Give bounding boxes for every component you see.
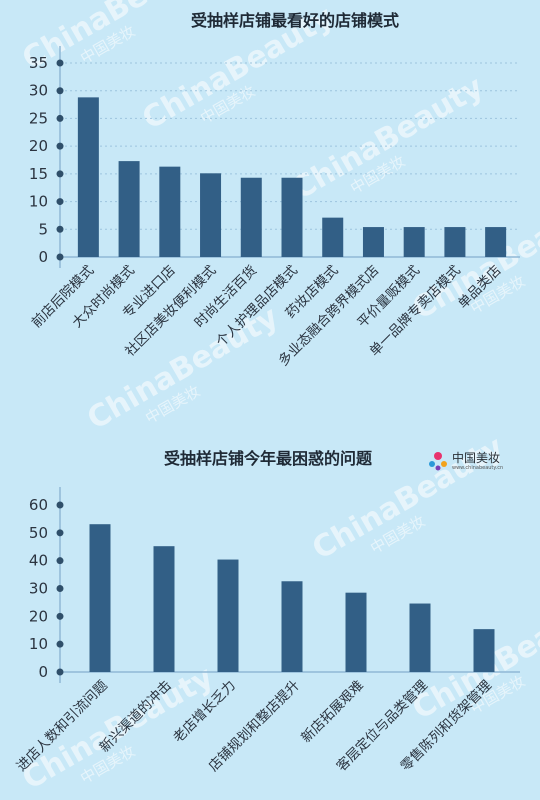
- logo-mark: [441, 461, 447, 467]
- y-tick-label: 20: [29, 137, 48, 155]
- y-tick-dot: [56, 142, 64, 150]
- logo-mark: [429, 461, 435, 467]
- y-tick-label: 35: [29, 54, 48, 72]
- y-tick-dot: [56, 501, 64, 509]
- y-tick-label: 40: [29, 552, 48, 570]
- brand-logo: 中国美妆 www.chinabeauty.cn: [429, 450, 503, 471]
- bar: [409, 603, 431, 672]
- chart-2-y-ticks: 0 10 20 30 40 50 60: [29, 496, 64, 681]
- bar: [200, 173, 222, 257]
- y-tick-dot: [56, 253, 64, 261]
- y-tick-label: 0: [38, 663, 48, 681]
- y-tick-dot: [56, 198, 64, 206]
- logo-name: 中国美妆: [452, 450, 500, 465]
- y-tick-label: 15: [29, 165, 48, 183]
- y-tick-dot: [56, 640, 64, 648]
- y-tick-dot: [56, 225, 64, 233]
- y-tick-label: 5: [38, 220, 48, 238]
- bar: [362, 227, 384, 257]
- y-tick-label: 10: [29, 193, 48, 211]
- logo-mark: [435, 465, 441, 471]
- bar: [322, 217, 344, 257]
- watermark-text: ChinaBeauty: [287, 69, 490, 207]
- bar: [403, 227, 425, 257]
- y-tick-dot: [56, 59, 64, 67]
- category-label: 新店拓展艰难: [298, 678, 367, 747]
- y-tick-label: 60: [29, 496, 48, 514]
- bar: [240, 177, 262, 257]
- bar: [77, 97, 99, 257]
- bar: [153, 546, 175, 672]
- y-tick-label: 30: [29, 580, 48, 598]
- chart-2-title: 受抽样店铺今年最困惑的问题: [164, 449, 373, 468]
- chart-2-bars: [89, 524, 495, 672]
- y-tick-label: 30: [29, 82, 48, 100]
- chart-1-y-ticks: 0 5 10 15 20 25 30 35: [29, 54, 64, 266]
- bar: [159, 166, 181, 257]
- y-tick-label: 10: [29, 635, 48, 653]
- bar: [118, 161, 140, 257]
- y-tick-dot: [56, 585, 64, 592]
- y-tick-dot: [56, 557, 64, 565]
- y-tick-dot: [56, 170, 64, 178]
- bar: [345, 592, 367, 672]
- bar: [473, 629, 495, 672]
- y-tick-dot: [56, 612, 64, 620]
- y-tick-label: 0: [38, 248, 48, 266]
- y-tick-label: 50: [29, 524, 48, 542]
- logo-mark: [434, 452, 442, 460]
- bar: [89, 524, 111, 672]
- y-tick-dot: [56, 114, 64, 122]
- chart-1-title: 受抽样店铺最看好的店铺模式: [191, 11, 399, 30]
- y-tick-dot: [56, 668, 64, 676]
- bar: [444, 227, 466, 257]
- chart-1-bars: [77, 97, 507, 257]
- bar: [217, 559, 239, 672]
- logo-url: www.chinabeauty.cn: [452, 465, 503, 471]
- bar: [281, 581, 303, 672]
- y-tick-dot: [56, 87, 64, 95]
- bar: [485, 227, 507, 257]
- y-tick-label: 25: [29, 109, 48, 127]
- y-tick-dot: [56, 529, 64, 537]
- bar: [281, 177, 303, 257]
- y-tick-label: 20: [29, 607, 48, 625]
